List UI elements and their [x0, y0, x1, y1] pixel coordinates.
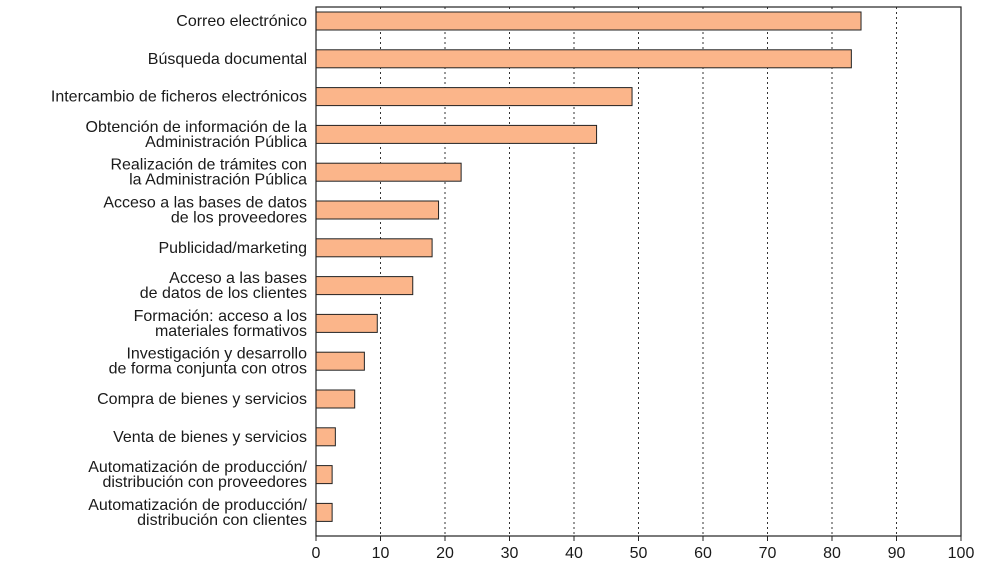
bar-4	[315, 162, 462, 182]
bar-1	[315, 49, 852, 69]
x-tick-label: 10	[372, 545, 390, 562]
bar-7	[315, 276, 414, 296]
x-tick-label: 0	[312, 545, 321, 562]
bar-8	[315, 313, 378, 333]
category-label: Intercambio de ficheros electrónicos	[51, 89, 307, 106]
category-label: Investigación y desarrollo	[126, 346, 307, 363]
category-label: de datos de los clientes	[140, 285, 307, 302]
bar-0	[315, 11, 862, 31]
x-tick-label: 40	[565, 545, 583, 562]
category-label: la Administración Pública	[129, 172, 307, 189]
x-tick-label: 50	[630, 545, 648, 562]
plot-frame	[315, 6, 962, 537]
category-label: Compra de bienes y servicios	[97, 391, 307, 408]
category-label: materiales formativos	[155, 323, 307, 340]
x-tick-label: 80	[823, 545, 841, 562]
x-tick-label: 20	[436, 545, 454, 562]
bar-3	[315, 124, 598, 144]
bar-9	[315, 351, 365, 371]
bar-11	[315, 427, 336, 447]
bar-6	[315, 238, 433, 258]
bar-12	[315, 465, 333, 485]
category-label: Búsqueda documental	[148, 51, 307, 68]
category-label: Correo electrónico	[176, 13, 307, 30]
bar-5	[315, 200, 440, 220]
category-label: de los proveedores	[171, 210, 307, 227]
category-label: distribución con proveedores	[102, 474, 307, 491]
category-label: Realización de trámites con	[110, 157, 307, 174]
category-label: Acceso a las bases de datos	[103, 195, 307, 212]
category-label: de forma conjunta con otros	[109, 361, 307, 378]
category-label: Obtención de información de la	[86, 119, 308, 136]
category-label: Formación: acceso a los	[134, 308, 307, 325]
category-label: Automatización de producción/	[88, 497, 307, 514]
category-label: Automatización de producción/	[88, 459, 307, 476]
bar-13	[315, 502, 333, 522]
bar-2	[315, 87, 633, 107]
x-tick-label: 60	[694, 545, 712, 562]
x-tick-label: 100	[948, 545, 975, 562]
x-tick-label: 90	[888, 545, 906, 562]
category-label: Venta de bienes y servicios	[113, 429, 307, 446]
category-label: Publicidad/marketing	[158, 240, 307, 257]
category-label: Acceso a las bases	[169, 270, 307, 287]
bar-10	[315, 389, 356, 409]
bars	[315, 11, 862, 522]
x-tick-label: 30	[501, 545, 519, 562]
category-label: distribución con clientes	[137, 512, 307, 529]
grid	[380, 7, 897, 536]
x-axis-ticks: 0 10 20 30 40 50 60 70 80 90 100	[312, 536, 975, 562]
category-labels: Correo electrónico Búsqueda documental Int…	[51, 13, 308, 529]
category-label: Administración Pública	[145, 134, 307, 151]
x-tick-label: 70	[759, 545, 777, 562]
